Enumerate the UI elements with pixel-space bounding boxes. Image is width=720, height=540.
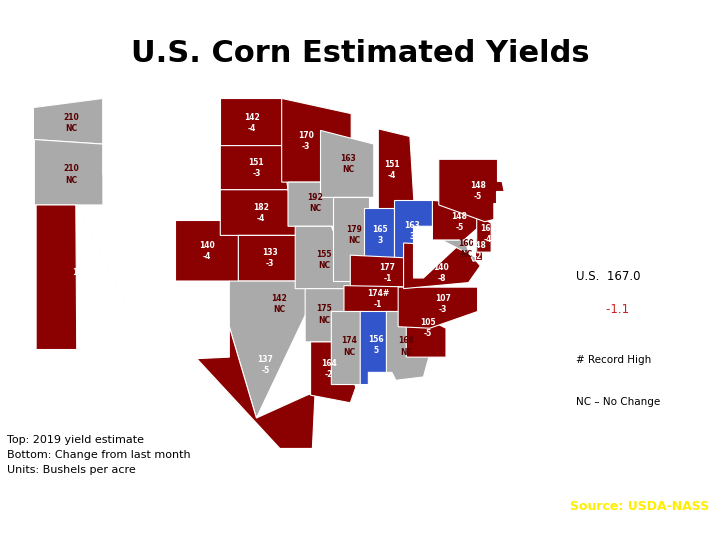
Polygon shape	[518, 122, 554, 167]
Text: 142
NC: 142 NC	[271, 294, 287, 314]
Polygon shape	[157, 159, 220, 220]
Polygon shape	[398, 287, 477, 328]
Polygon shape	[288, 182, 346, 226]
Text: 165
3: 165 3	[372, 225, 388, 246]
Text: Top: 2019 yield estimate
Bottom: Change from last month
Units: Bushels per acre: Top: 2019 yield estimate Bottom: Change …	[6, 435, 190, 475]
Polygon shape	[35, 139, 103, 205]
Polygon shape	[220, 98, 282, 146]
Polygon shape	[387, 312, 429, 381]
Polygon shape	[333, 197, 369, 281]
Text: 105
-5: 105 -5	[420, 318, 436, 338]
Text: Extension and Outreach/Department of Economics: Extension and Outreach/Department of Eco…	[11, 523, 259, 534]
Polygon shape	[433, 200, 485, 240]
Text: NC – No Change: NC – No Change	[577, 397, 661, 407]
Text: 151
-4: 151 -4	[384, 160, 400, 180]
Text: 140
-4: 140 -4	[199, 240, 215, 261]
Text: # Record High: # Record High	[577, 355, 652, 365]
Text: 174#
-1: 174# -1	[367, 289, 390, 309]
Text: 160
-5: 160 -5	[73, 268, 89, 288]
Polygon shape	[360, 312, 392, 384]
Text: 163
-4: 163 -4	[480, 224, 495, 244]
Polygon shape	[175, 281, 229, 368]
Text: 142
-4: 142 -4	[244, 113, 260, 133]
Polygon shape	[220, 146, 288, 190]
Polygon shape	[364, 208, 394, 269]
Polygon shape	[475, 239, 482, 260]
Text: 156
5: 156 5	[368, 335, 383, 355]
Polygon shape	[369, 373, 437, 471]
Text: 148
-5: 148 -5	[469, 181, 485, 201]
Text: 148
-2: 148 -2	[469, 240, 485, 261]
Polygon shape	[129, 205, 175, 281]
Text: 192
NC: 192 NC	[307, 193, 323, 213]
Polygon shape	[495, 191, 527, 205]
Text: 163
3: 163 3	[404, 221, 420, 241]
Text: 160
NC: 160 NC	[458, 239, 474, 259]
Polygon shape	[378, 129, 415, 210]
Polygon shape	[310, 342, 356, 403]
Text: -1.1: -1.1	[577, 303, 629, 316]
Text: 182
-4: 182 -4	[253, 202, 269, 222]
Text: 151
-3: 151 -3	[248, 158, 264, 179]
Text: Iowa State University: Iowa State University	[11, 500, 177, 514]
Polygon shape	[406, 308, 446, 357]
Text: 137
-5: 137 -5	[258, 355, 274, 375]
Text: 164
-2: 164 -2	[320, 359, 336, 380]
Polygon shape	[404, 243, 480, 289]
Text: U.S.  167.0: U.S. 167.0	[577, 270, 641, 283]
Polygon shape	[112, 98, 220, 167]
Text: 148
-5: 148 -5	[451, 212, 467, 232]
Polygon shape	[36, 205, 129, 349]
Polygon shape	[494, 204, 509, 220]
Polygon shape	[33, 98, 103, 144]
Text: 174
NC: 174 NC	[341, 336, 357, 356]
Polygon shape	[351, 255, 423, 289]
Polygon shape	[295, 226, 356, 289]
Text: Ag Decision Maker: Ag Decision Maker	[562, 523, 709, 537]
Polygon shape	[438, 159, 509, 222]
Polygon shape	[220, 190, 299, 235]
Polygon shape	[497, 159, 513, 180]
Polygon shape	[331, 312, 364, 384]
Text: 210
NC: 210 NC	[63, 113, 79, 133]
Polygon shape	[511, 205, 518, 217]
Polygon shape	[103, 98, 157, 206]
Text: 140
-8: 140 -8	[433, 264, 449, 284]
Polygon shape	[123, 281, 175, 368]
Polygon shape	[175, 220, 238, 281]
Text: Source: USDA-NASS: Source: USDA-NASS	[570, 501, 709, 514]
Polygon shape	[305, 289, 351, 342]
Text: 163
NC: 163 NC	[341, 154, 356, 174]
Polygon shape	[320, 130, 374, 197]
Text: 175
NC: 175 NC	[316, 305, 332, 325]
Polygon shape	[238, 235, 305, 281]
Text: U.S. Corn Estimated Yields: U.S. Corn Estimated Yields	[131, 39, 589, 69]
Text: 168
NC: 168 NC	[398, 336, 414, 356]
Text: 155
NC: 155 NC	[316, 249, 332, 270]
Text: 179
NC: 179 NC	[346, 225, 362, 246]
Polygon shape	[504, 155, 518, 190]
Polygon shape	[282, 98, 351, 182]
Polygon shape	[344, 286, 422, 313]
Text: 177
-1: 177 -1	[379, 264, 395, 284]
Polygon shape	[441, 240, 480, 261]
Polygon shape	[197, 327, 315, 448]
Polygon shape	[229, 281, 307, 418]
Text: 210
NC: 210 NC	[63, 165, 79, 185]
Polygon shape	[394, 200, 433, 260]
Text: 133
-3: 133 -3	[262, 248, 278, 268]
Text: 170
-3: 170 -3	[298, 131, 314, 151]
Text: 107
-3: 107 -3	[436, 294, 451, 314]
Polygon shape	[413, 226, 458, 278]
Polygon shape	[477, 214, 491, 252]
Polygon shape	[76, 205, 129, 349]
